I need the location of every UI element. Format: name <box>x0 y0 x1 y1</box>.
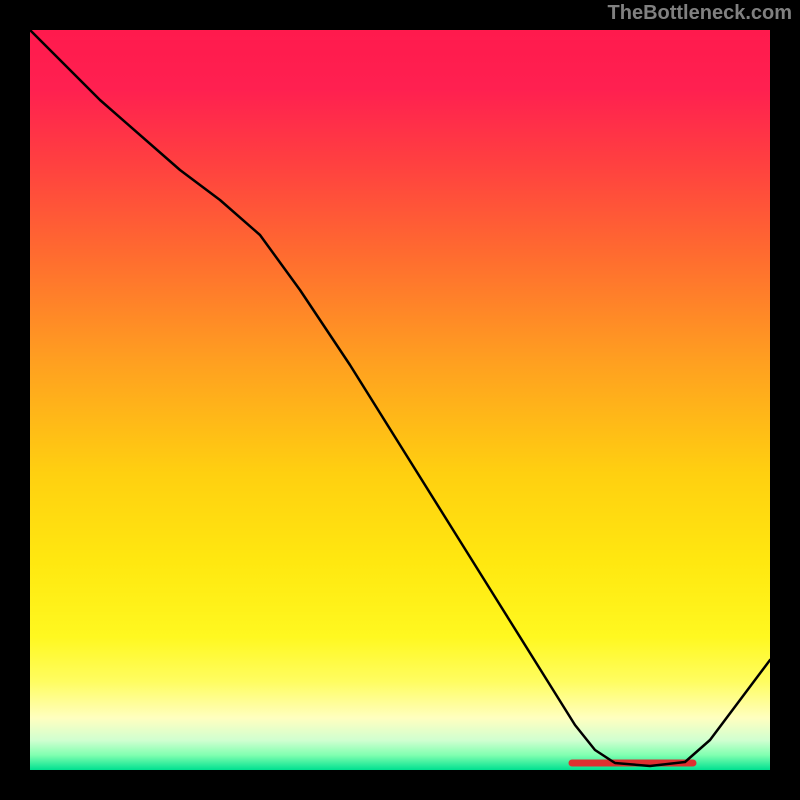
chart-container: TheBottleneck.com <box>0 0 800 800</box>
watermark-text: TheBottleneck.com <box>608 2 792 25</box>
chart-svg <box>0 0 800 800</box>
plot-background <box>30 30 770 770</box>
